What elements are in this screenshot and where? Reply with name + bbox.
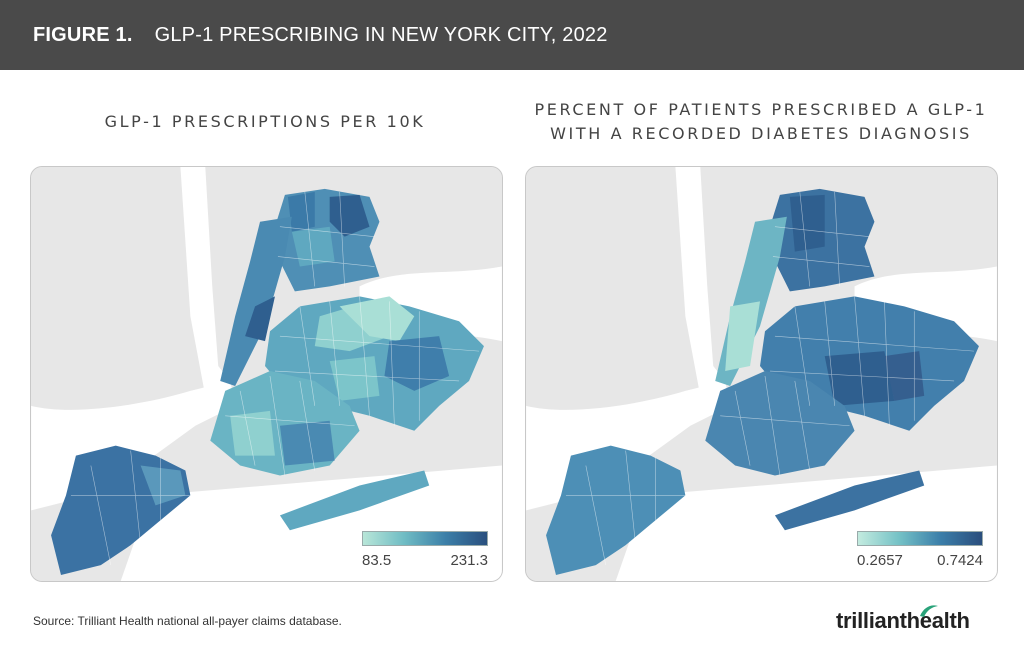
right-map[interactable] (525, 166, 998, 582)
right-legend-gradient (857, 531, 983, 546)
left-map[interactable] (30, 166, 503, 582)
figure-number: FIGURE 1. (33, 23, 133, 46)
rockaway-region (774, 470, 925, 531)
left-legend-gradient (362, 531, 488, 546)
brooklyn-zip (279, 420, 335, 466)
left-legend: 83.5 231.3 (362, 531, 488, 571)
right-panel-title: PERCENT OF PATIENTS PRESCRIBED A GLP-1 W… (524, 98, 998, 146)
bronx-zip (287, 191, 315, 232)
brooklyn-zip (230, 410, 275, 456)
queens-zip (384, 336, 450, 391)
bronx-zip (291, 226, 335, 267)
rockaway-region (279, 470, 430, 531)
trilliant-health-logo: trilliant health (836, 604, 970, 634)
logo-word-trilliant: trilliant (836, 608, 907, 633)
right-legend-min: 0.2657 (857, 552, 903, 569)
zip-boundaries (565, 191, 974, 566)
figure-title: GLP-1 PRESCRIBING IN NEW YORK CITY, 2022 (154, 23, 608, 46)
bronx-zip (789, 194, 825, 252)
right-map-canvas (526, 167, 997, 581)
right-panel-title-line2: WITH A RECORDED DIABETES DIAGNOSIS (550, 124, 972, 143)
logo-word-health: health (906, 608, 970, 633)
zip-boundaries (70, 191, 479, 566)
queens-zip (824, 351, 895, 406)
manhattan-zip (245, 296, 275, 342)
staten-island-region (546, 445, 686, 576)
bronx-zip (329, 194, 370, 237)
right-panel-title-line1: PERCENT OF PATIENTS PRESCRIBED A GLP-1 (534, 100, 988, 119)
figure-header: FIGURE 1. GLP-1 PRESCRIBING IN NEW YORK … (0, 0, 1024, 70)
manhattan-region (220, 216, 292, 386)
source-note: Source: Trilliant Health national all-pa… (33, 614, 342, 628)
right-legend: 0.2657 0.7424 (857, 531, 983, 571)
left-legend-min: 83.5 (362, 552, 392, 569)
left-legend-max: 231.3 (450, 552, 488, 569)
left-panel-title: GLP-1 PRESCRIPTIONS PER 10K (104, 112, 426, 131)
right-legend-max: 0.7424 (937, 552, 983, 569)
manhattan-zip (725, 301, 761, 372)
queens-zip (339, 296, 415, 342)
brooklyn-region (705, 371, 855, 476)
logo-swoosh-icon (920, 605, 938, 617)
hudson-river (180, 167, 231, 396)
hudson-river (675, 167, 726, 396)
left-map-canvas (31, 167, 502, 581)
queens-zip (329, 356, 380, 401)
